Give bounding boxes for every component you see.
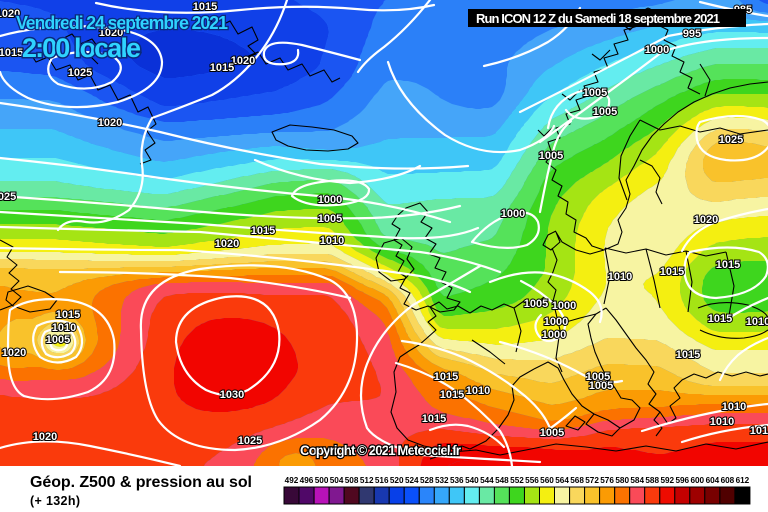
svg-text:608: 608 <box>721 476 735 485</box>
svg-text:1010: 1010 <box>746 316 768 328</box>
svg-text:1015: 1015 <box>708 313 732 325</box>
svg-text:572: 572 <box>585 476 599 485</box>
svg-text:Copyright © 2021 Meteociel.fr: Copyright © 2021 Meteociel.fr <box>300 443 462 458</box>
svg-text:540: 540 <box>465 476 479 485</box>
svg-text:1025: 1025 <box>719 134 743 146</box>
svg-text:1000: 1000 <box>645 44 669 56</box>
svg-text:1005: 1005 <box>46 334 70 346</box>
svg-text:1015: 1015 <box>193 1 217 13</box>
svg-text:604: 604 <box>706 476 720 485</box>
svg-text:1020: 1020 <box>694 214 718 226</box>
svg-text:584: 584 <box>630 476 644 485</box>
svg-text:520: 520 <box>390 476 404 485</box>
svg-text:556: 556 <box>525 476 539 485</box>
svg-text:995: 995 <box>683 28 701 40</box>
svg-text:600: 600 <box>690 476 704 485</box>
svg-text:1020: 1020 <box>215 238 239 250</box>
svg-text:1020: 1020 <box>33 431 57 443</box>
svg-text:1010: 1010 <box>722 401 746 413</box>
svg-text:1005: 1005 <box>539 150 563 162</box>
svg-text:536: 536 <box>450 476 464 485</box>
svg-text:508: 508 <box>345 476 359 485</box>
svg-text:580: 580 <box>615 476 629 485</box>
svg-text:516: 516 <box>375 476 389 485</box>
svg-text:Géop. Z500 & pression au sol: Géop. Z500 & pression au sol <box>30 474 252 491</box>
svg-text:1015: 1015 <box>434 371 458 383</box>
svg-text:2:00 locale: 2:00 locale <box>22 33 141 63</box>
svg-text:(+ 132h): (+ 132h) <box>30 494 80 508</box>
svg-text:1005: 1005 <box>318 213 342 225</box>
svg-text:552: 552 <box>510 476 524 485</box>
svg-text:1010: 1010 <box>52 322 76 334</box>
svg-text:1015: 1015 <box>422 413 446 425</box>
svg-text:1015: 1015 <box>750 425 768 437</box>
svg-text:1020: 1020 <box>231 55 255 67</box>
svg-text:500: 500 <box>315 476 329 485</box>
svg-text:1005: 1005 <box>583 87 607 99</box>
svg-text:1025: 1025 <box>238 435 262 447</box>
svg-text:496: 496 <box>300 476 314 485</box>
svg-text:1025: 1025 <box>0 191 16 203</box>
svg-text:1020: 1020 <box>98 117 122 129</box>
svg-text:1010: 1010 <box>466 385 490 397</box>
svg-text:1015: 1015 <box>210 62 234 74</box>
svg-text:592: 592 <box>660 476 674 485</box>
svg-text:1005: 1005 <box>593 106 617 118</box>
svg-text:1005: 1005 <box>524 298 548 310</box>
svg-text:504: 504 <box>330 476 344 485</box>
svg-text:1015: 1015 <box>676 349 700 361</box>
svg-text:1000: 1000 <box>501 208 525 220</box>
svg-text:1020: 1020 <box>99 27 123 39</box>
svg-text:560: 560 <box>540 476 554 485</box>
svg-text:564: 564 <box>555 476 569 485</box>
svg-text:1020: 1020 <box>2 347 26 359</box>
svg-text:524: 524 <box>405 476 419 485</box>
svg-text:1020: 1020 <box>0 8 20 20</box>
svg-text:1005: 1005 <box>540 427 564 439</box>
svg-text:532: 532 <box>435 476 449 485</box>
svg-text:568: 568 <box>570 476 584 485</box>
svg-text:1010: 1010 <box>608 271 632 283</box>
svg-text:612: 612 <box>736 476 750 485</box>
svg-text:1000: 1000 <box>542 329 566 341</box>
svg-text:1015: 1015 <box>251 225 275 237</box>
svg-text:Run ICON 12 Z du Samedi 18 sep: Run ICON 12 Z du Samedi 18 septembre 202… <box>476 11 720 26</box>
svg-text:1000: 1000 <box>318 194 342 206</box>
svg-text:1010: 1010 <box>710 416 734 428</box>
svg-text:1025: 1025 <box>68 67 92 79</box>
svg-text:596: 596 <box>675 476 689 485</box>
svg-text:1015: 1015 <box>440 389 464 401</box>
svg-text:1005: 1005 <box>586 371 610 383</box>
svg-text:492: 492 <box>285 476 299 485</box>
svg-text:548: 548 <box>495 476 509 485</box>
svg-text:1015: 1015 <box>660 266 684 278</box>
svg-text:1000: 1000 <box>544 316 568 328</box>
svg-text:1015: 1015 <box>56 309 80 321</box>
svg-text:1015: 1015 <box>716 259 740 271</box>
svg-text:1015: 1015 <box>0 47 23 59</box>
svg-text:1030: 1030 <box>220 389 244 401</box>
svg-text:528: 528 <box>420 476 434 485</box>
svg-text:1000: 1000 <box>552 300 576 312</box>
svg-text:512: 512 <box>360 476 374 485</box>
svg-text:544: 544 <box>480 476 494 485</box>
svg-text:1010: 1010 <box>320 235 344 247</box>
svg-text:1005: 1005 <box>589 380 613 392</box>
svg-text:588: 588 <box>645 476 659 485</box>
svg-text:Vendredi 24 septembre 2021: Vendredi 24 septembre 2021 <box>16 13 228 33</box>
svg-text:576: 576 <box>600 476 614 485</box>
